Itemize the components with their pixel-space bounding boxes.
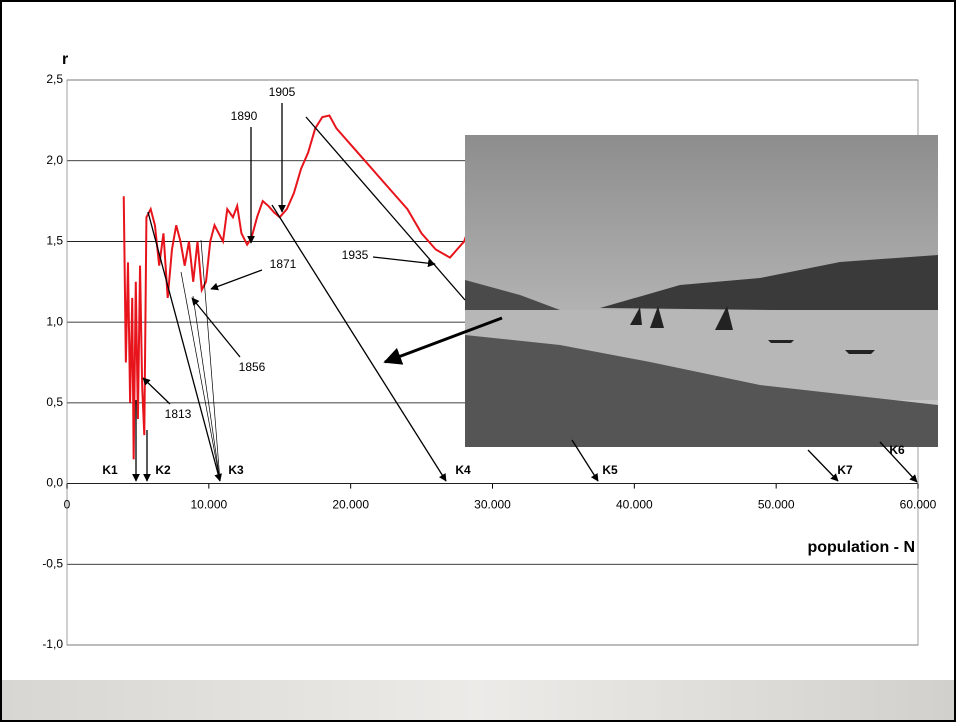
photo xyxy=(465,135,938,447)
year-annotation: 1905 xyxy=(269,85,296,99)
annotations: 1905 1890 1871 1856 1935 1813 K1 K2 K3 K4 K5 K7 K6 xyxy=(102,85,905,477)
y-tick-label: 0,5 xyxy=(46,395,63,409)
k-label: K2 xyxy=(155,463,171,477)
year-annotation: 1813 xyxy=(165,407,192,421)
x-tick-label: 0 xyxy=(64,498,71,512)
x-tick-label: 30.000 xyxy=(474,498,511,512)
x-axis-label: population - N xyxy=(807,539,915,556)
y-tick-label: 1,0 xyxy=(46,314,63,328)
x-tick-label: 60.000 xyxy=(900,498,937,512)
k-label: K6 xyxy=(889,443,905,457)
k-label: K7 xyxy=(837,463,853,477)
year-annotation: 1890 xyxy=(231,109,258,123)
y-tick-label: 1,5 xyxy=(46,234,63,248)
arrows xyxy=(132,103,918,483)
k-label: K3 xyxy=(228,463,244,477)
k-label: K4 xyxy=(455,463,471,477)
year-annotation: 1935 xyxy=(342,248,369,262)
y-tick-label: 2,0 xyxy=(46,153,63,167)
year-annotation: 1856 xyxy=(239,360,266,374)
k-label: K1 xyxy=(102,463,118,477)
data-line xyxy=(122,114,471,460)
year-annotation: 1871 xyxy=(270,257,297,271)
y-axis-label: r xyxy=(62,51,68,68)
x-tick-label: 40.000 xyxy=(616,498,653,512)
x-tick-label: 20.000 xyxy=(332,498,369,512)
x-tick-label: 10.000 xyxy=(190,498,227,512)
y-tick-label: -1,0 xyxy=(42,637,63,651)
y-tick-label: -0,5 xyxy=(42,556,63,570)
texture xyxy=(0,680,956,722)
x-tick-label: 50.000 xyxy=(758,498,795,512)
y-tick-label: 0,0 xyxy=(46,476,63,490)
k-label: K5 xyxy=(602,463,618,477)
y-tick-label: 2,5 xyxy=(46,72,63,86)
